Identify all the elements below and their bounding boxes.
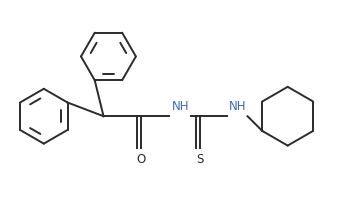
Text: O: O — [136, 153, 145, 166]
Text: NH: NH — [229, 100, 246, 113]
Text: NH: NH — [172, 100, 190, 113]
Text: S: S — [196, 153, 203, 166]
